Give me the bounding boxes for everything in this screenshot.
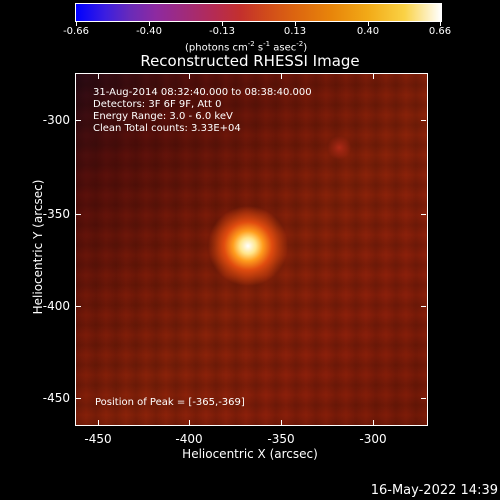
y-tick xyxy=(76,120,81,121)
x-tick-label: -450 xyxy=(84,432,112,446)
rhessi-image xyxy=(75,73,428,426)
colorbar-tick-label: 0.66 xyxy=(428,26,452,37)
energy-range-text: Energy Range: 3.0 - 6.0 keV xyxy=(93,111,233,122)
y-tick-label: -400 xyxy=(42,299,70,313)
colorbar-tick-label: -0.66 xyxy=(63,26,89,37)
x-tick xyxy=(189,420,190,425)
colorbar-tick xyxy=(368,21,369,26)
colorbar-tick-label: 0.13 xyxy=(283,26,307,37)
y-tick-label: -350 xyxy=(42,207,70,221)
detectors-text: Detectors: 3F 6F 9F, Att 0 xyxy=(93,99,222,110)
x-tick-label: -350 xyxy=(267,432,295,446)
x-axis-label: Heliocentric X (arcsec) xyxy=(182,447,318,461)
x-tick xyxy=(281,420,282,425)
units-text: ) xyxy=(303,42,308,54)
timestamp: 16-May-2022 14:39 xyxy=(370,483,498,498)
y-tick-label: -300 xyxy=(42,113,70,127)
units-exponent: -2 xyxy=(296,40,304,48)
y-tick xyxy=(421,398,426,399)
x-tick xyxy=(98,74,99,79)
colorbar xyxy=(75,3,442,22)
y-tick xyxy=(76,214,81,215)
x-tick xyxy=(98,420,99,425)
y-tick xyxy=(421,120,426,121)
peak-position-text: Position of Peak = [-365,-369] xyxy=(95,397,245,408)
units-text: s xyxy=(254,42,264,54)
units-exponent: -1 xyxy=(263,40,271,48)
x-tick xyxy=(373,74,374,79)
colorbar-tick-label: -0.13 xyxy=(209,26,235,37)
y-axis-label: Heliocentric Y (arcsec) xyxy=(31,179,45,315)
units-exponent: -2 xyxy=(247,40,255,48)
image-title: Reconstructed RHESSI Image xyxy=(140,52,360,70)
y-tick-label: -450 xyxy=(42,391,70,405)
colorbar-tick-label: -0.40 xyxy=(136,26,162,37)
colorbar-tick xyxy=(295,21,296,26)
clean-counts-text: Clean Total counts: 3.33E+04 xyxy=(93,123,241,134)
y-tick xyxy=(421,214,426,215)
colorbar-tick xyxy=(440,21,441,26)
colorbar-units: (photons cm-2 s-1 asec-2) xyxy=(185,40,307,53)
units-text: (photons cm xyxy=(185,42,248,54)
x-tick xyxy=(189,74,190,79)
y-tick xyxy=(76,306,81,307)
time-range-text: 31-Aug-2014 08:32:40.000 to 08:38:40.000 xyxy=(93,87,312,98)
units-text: asec xyxy=(270,42,297,54)
colorbar-tick-label: 0.40 xyxy=(356,26,380,37)
colorbar-tick xyxy=(149,21,150,26)
x-tick-label: -400 xyxy=(175,432,203,446)
x-tick-label: -300 xyxy=(359,432,387,446)
colorbar-tick xyxy=(222,21,223,26)
x-tick xyxy=(281,74,282,79)
y-tick xyxy=(76,398,81,399)
x-tick xyxy=(373,420,374,425)
y-tick xyxy=(421,306,426,307)
colorbar-tick xyxy=(76,21,77,26)
